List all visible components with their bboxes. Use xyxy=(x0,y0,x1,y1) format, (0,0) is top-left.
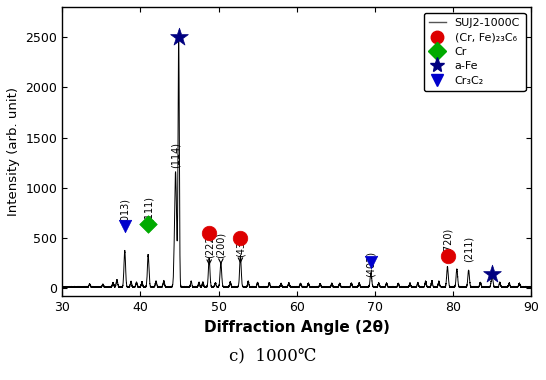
Legend: SUJ2-1000C, (Cr, Fe)₂₃C₆, Cr, a-Fe, Cr₃C₂: SUJ2-1000C, (Cr, Fe)₂₃C₆, Cr, a-Fe, Cr₃C… xyxy=(424,13,526,91)
Text: (720): (720) xyxy=(442,228,453,254)
Point xyxy=(205,230,213,236)
Point xyxy=(236,235,245,241)
Point xyxy=(443,253,452,259)
Text: (013): (013) xyxy=(120,198,130,224)
Text: (222): (222) xyxy=(204,232,214,258)
Text: (200): (200) xyxy=(216,232,226,258)
Point xyxy=(144,220,152,226)
Text: (114): (114) xyxy=(170,142,181,168)
Point xyxy=(174,34,183,40)
Text: (430): (430) xyxy=(235,231,245,257)
Text: (111): (111) xyxy=(143,196,153,222)
Point xyxy=(366,259,375,265)
Y-axis label: Intensity (arb. unit): Intensity (arb. unit) xyxy=(7,87,20,216)
Text: c)  1000℃: c) 1000℃ xyxy=(229,348,317,365)
Text: (211): (211) xyxy=(464,236,473,262)
Point xyxy=(120,223,129,229)
X-axis label: Diffraction Angle (2θ): Diffraction Angle (2θ) xyxy=(204,320,390,335)
Text: (402): (402) xyxy=(366,251,376,277)
Point xyxy=(488,271,496,277)
